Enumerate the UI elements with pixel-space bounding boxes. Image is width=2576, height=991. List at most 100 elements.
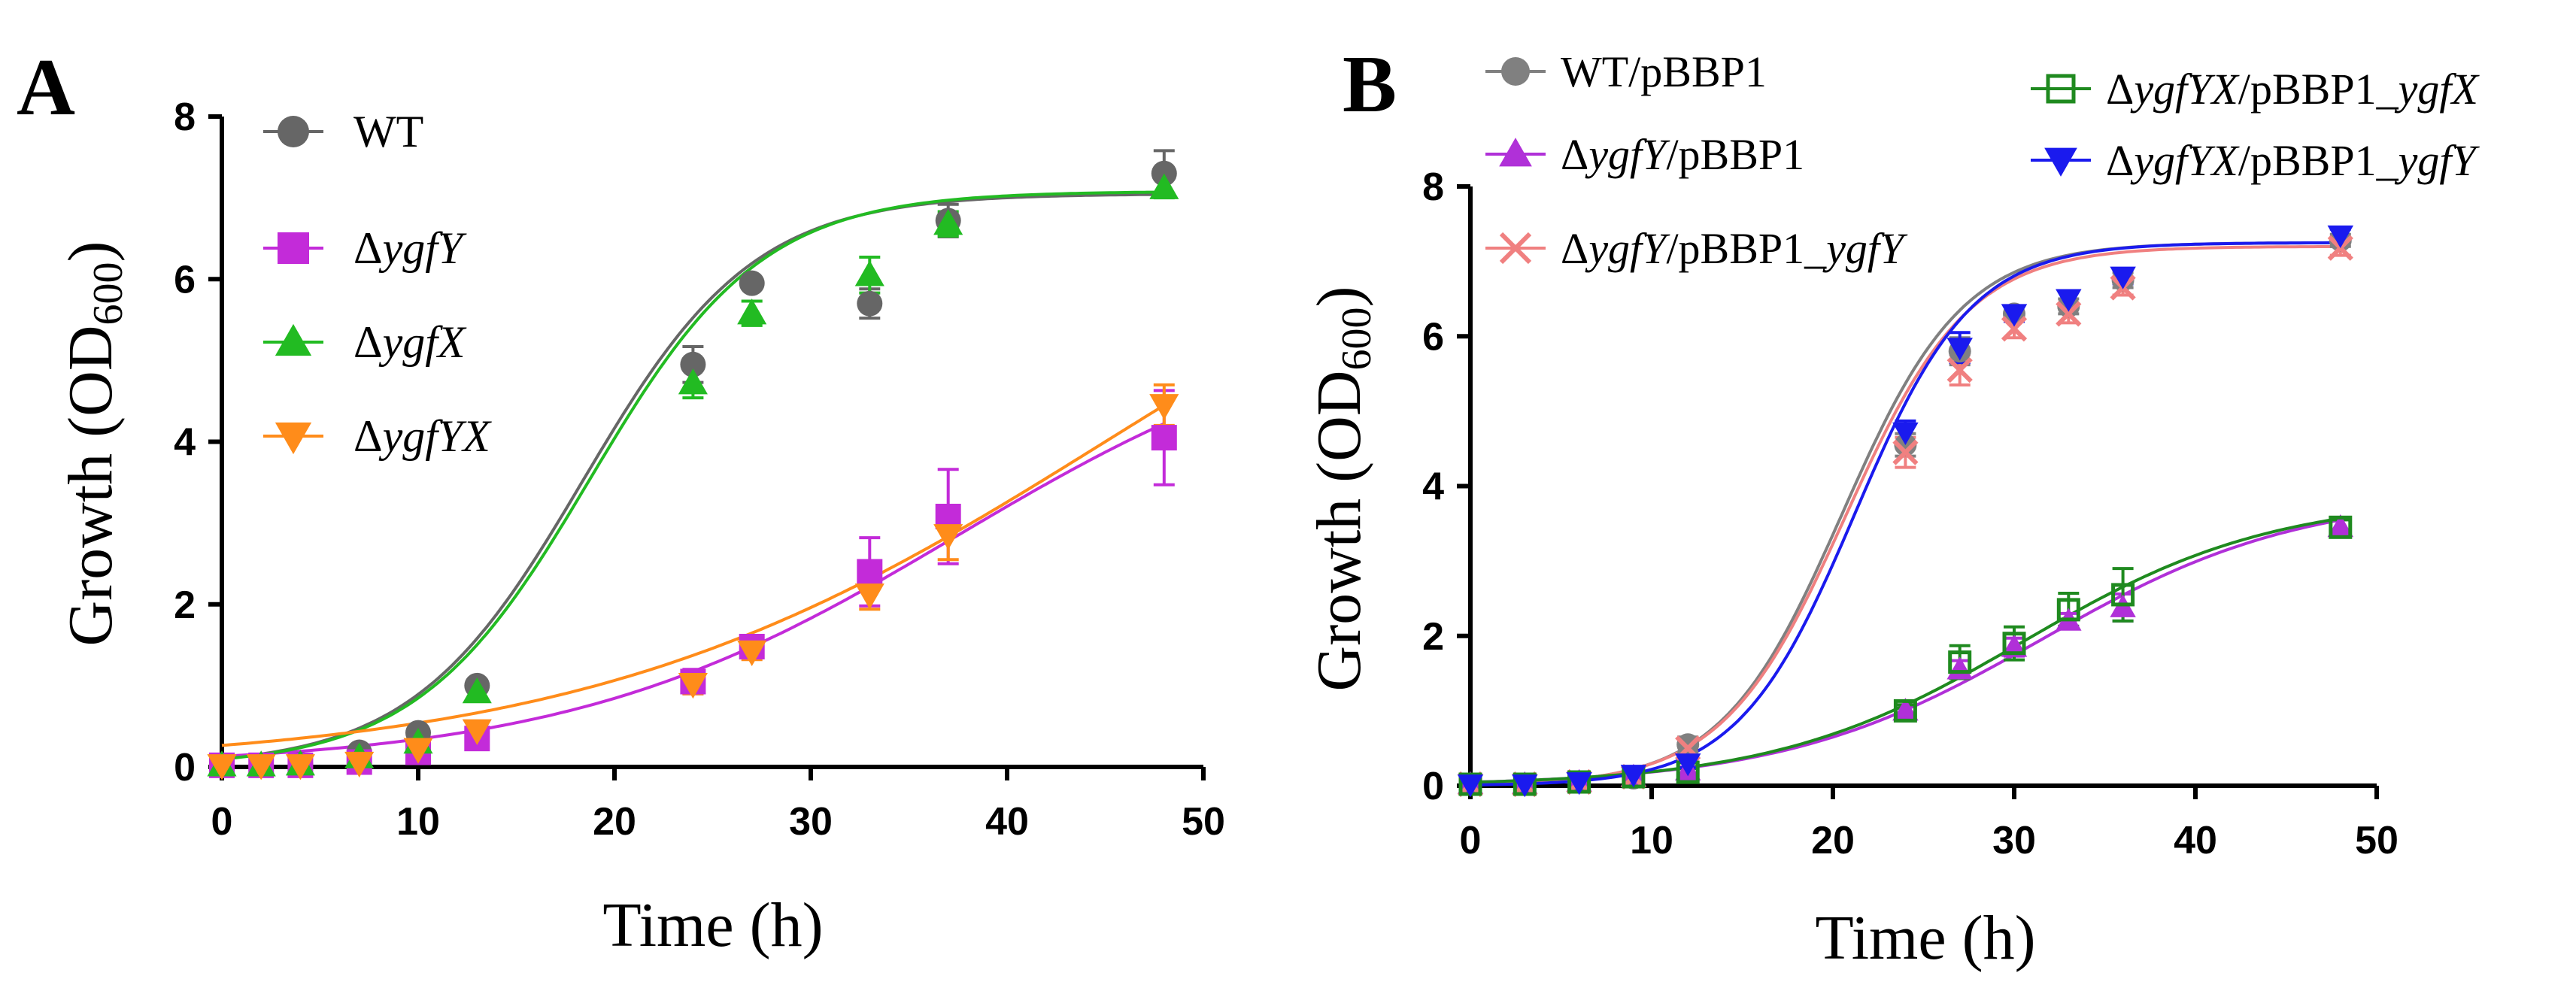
panel-b-series-2-point-8-stroke-2 bbox=[2056, 301, 2082, 327]
panel-a-y-tick-label-1: 2 bbox=[174, 583, 196, 627]
panel-a-series-1-point-8 bbox=[857, 559, 883, 585]
panel-b-fit-curve-1 bbox=[1470, 518, 2341, 784]
panel-b-series-4-point-5 bbox=[1892, 422, 1919, 446]
panel-b-x-tick-label-1: 10 bbox=[1630, 819, 1673, 862]
panel-b-legend-label-1: ΔygfY/pBBP1 bbox=[1561, 130, 1804, 179]
panel-b-legend-marker-3 bbox=[2046, 74, 2076, 104]
panel-a-x-ticks: 0 10 20 30 40 50 bbox=[211, 767, 1225, 844]
panel-a-legend-label-1-prefix: Δ bbox=[353, 223, 383, 273]
panel-b-legend-marker-4 bbox=[2044, 147, 2077, 177]
panel-b-x-tick-label-5: 50 bbox=[2355, 819, 2399, 862]
panel-b-series-4-point-3 bbox=[1620, 765, 1647, 788]
panel-a-legend-label-0-suffix: WT bbox=[353, 107, 423, 156]
panel-a-legend-entry-0: WT bbox=[263, 107, 423, 156]
panel-b-series-2-point-5-stroke-2 bbox=[1892, 439, 1919, 465]
panel-a-series-2-point-6 bbox=[678, 368, 708, 395]
panel-a-legend-label-1: ΔygfY bbox=[353, 223, 467, 273]
panel-b-series-4-point-4 bbox=[1674, 753, 1701, 777]
panel-a-y-tick-label-3: 6 bbox=[174, 258, 196, 302]
panel-b-y-axis-title-sub: 600 bbox=[1334, 308, 1380, 371]
panel-a-fit-curve-1 bbox=[221, 422, 1165, 758]
panel-a-x-tick-label-5: 50 bbox=[1182, 800, 1225, 844]
panel-b: B 0 2 4 6 8 0 10 20 30 40 50 Time (h) Growth (OD6… bbox=[1304, 40, 2480, 973]
panel-b-series-4-point-9 bbox=[2110, 266, 2136, 289]
panel-b-legend-label-0: WT/pBBP1 bbox=[1561, 47, 1767, 96]
panel-b-legend-marker-2-stroke-2 bbox=[1499, 232, 1532, 265]
panel-a-legend-label-2-italic: ygfX bbox=[378, 317, 467, 367]
panel-a-x-tick-label-3: 30 bbox=[789, 800, 833, 844]
panel-a-series-0-point-7 bbox=[739, 270, 765, 296]
panel-b-series-4-point-0 bbox=[1457, 774, 1484, 798]
panel-a-y-tick-label-2: 4 bbox=[174, 421, 196, 465]
panel-b-legend-entry-2: ΔygfY/pBBP1_ygfY bbox=[1485, 224, 1908, 273]
panel-b-label: B bbox=[1343, 40, 1397, 129]
panel-a-y-axis-title-sub: 600 bbox=[85, 262, 132, 326]
panel-b-y-tick-label-0: 0 bbox=[1422, 765, 1444, 808]
panel-b-y-ticks: 0 2 4 6 8 bbox=[1422, 165, 1470, 808]
panel-a-x-tick-label-0: 0 bbox=[211, 800, 233, 844]
panel-b-legend-marker-0 bbox=[1501, 57, 1530, 86]
panel-a-series-3-point-7 bbox=[737, 640, 767, 667]
panel-a-legend-label-0: WT bbox=[353, 107, 423, 156]
panel-b-legend-entry-1: ΔygfY/pBBP1 bbox=[1485, 130, 1804, 179]
panel-b-legend-label-4-italic: ygfYX bbox=[2130, 136, 2240, 185]
panel-a-fit-curve-3 bbox=[221, 404, 1165, 747]
panel-b-series-4-point-10 bbox=[2327, 225, 2354, 249]
panel-a-legend-label-2-prefix: Δ bbox=[353, 317, 383, 367]
panel-b-legend-label-2-italic2: ygfY bbox=[1822, 224, 1908, 273]
panel-a-series-2-point-9 bbox=[933, 209, 963, 235]
panel-b-series-1-point-10 bbox=[2327, 514, 2354, 538]
panel-b-series-3-point-10 bbox=[2329, 515, 2353, 539]
panel-a-legend-entry-2: ΔygfX bbox=[263, 317, 467, 367]
panel-a-series-3-point-8 bbox=[854, 583, 884, 610]
panel-a-series-3-point-0 bbox=[207, 754, 237, 780]
panel-b-series-2-point-6-stroke-2 bbox=[1946, 356, 1973, 383]
panel-b-series-2-point-6 bbox=[1946, 356, 1973, 383]
panel-b-legend-label-4-italic2: ygfY bbox=[2395, 136, 2480, 185]
panel-b-fit-curve-4 bbox=[1470, 241, 2341, 786]
panel-b-legend-label-1-suffix: /pBBP1 bbox=[1666, 130, 1804, 179]
panel-b-legend-label-4-prefix: Δ bbox=[2106, 136, 2134, 185]
panel-b-series-1-point-7 bbox=[2001, 634, 2028, 657]
panel-b-x-tick-label-4: 40 bbox=[2174, 819, 2217, 862]
panel-b-y-axis-title-main: Growth (OD bbox=[1304, 371, 1374, 692]
panel-b-legend-label-3-italic: ygfYX bbox=[2130, 65, 2240, 114]
panel-a-x-tick-label-1: 10 bbox=[396, 800, 440, 844]
panel-b-y-tick-label-4: 8 bbox=[1422, 165, 1444, 209]
panel-b-series-2-point-7 bbox=[2001, 316, 2028, 342]
panel-a-legend-marker-1 bbox=[278, 232, 309, 264]
panel-b-series-4-point-7 bbox=[2001, 304, 2028, 327]
panel-b-series-4-point-6 bbox=[1946, 338, 1973, 361]
panel-a-legend-entry-1: ΔygfY bbox=[263, 223, 467, 273]
panel-b-series-2-point-7-stroke-2 bbox=[2001, 316, 2028, 342]
panel-a-series-0-point-8 bbox=[857, 290, 883, 317]
panel-b-data-points bbox=[1457, 225, 2354, 798]
panel-b-y-tick-label-2: 4 bbox=[1422, 465, 1444, 509]
panel-a-fit-curve-0 bbox=[221, 192, 1164, 761]
panel-a-y-axis-title-main: Growth (OD bbox=[56, 326, 126, 647]
panel-a-series-2-point-10 bbox=[1149, 173, 1179, 199]
panel-a-legend-marker-3 bbox=[275, 422, 312, 455]
panel-b-fit-curve-2 bbox=[1470, 244, 2341, 786]
panel-a-x-tick-label-2: 20 bbox=[593, 800, 636, 844]
panel-b-legend: WT/pBBP1ΔygfY/pBBP1ΔygfY/pBBP1_ygfYΔygfY… bbox=[1485, 47, 2480, 273]
panel-b-legend-label-2: ΔygfY/pBBP1_ygfY bbox=[1561, 224, 1908, 273]
panel-a-y-axis-title-close: ) bbox=[56, 241, 126, 262]
panel-b-series-1-point-5 bbox=[1892, 698, 1919, 721]
panel-b-series-4-point-2 bbox=[1566, 772, 1592, 796]
panel-b-legend-marker-1 bbox=[1499, 138, 1532, 167]
panel-a-series-2-point-7 bbox=[737, 299, 767, 325]
panel-b-y-tick-label-3: 6 bbox=[1422, 315, 1444, 359]
panel-a-legend-marker-2 bbox=[275, 323, 312, 356]
panel-b-series-3-point-5 bbox=[1893, 699, 1917, 723]
panel-b-legend-label-2-suffix: /pBBP1_ bbox=[1666, 224, 1827, 273]
panel-b-series-3-point-8 bbox=[2056, 598, 2080, 622]
panel-b-y-tick-label-1: 2 bbox=[1422, 615, 1444, 659]
panel-b-legend-entry-0: WT/pBBP1 bbox=[1485, 47, 1767, 96]
panel-a-legend-marker-0 bbox=[278, 116, 309, 147]
panel-b-legend-label-1-italic: ygfY bbox=[1585, 130, 1670, 179]
panel-a-series-3-point-4 bbox=[403, 738, 433, 764]
panel-b-y-axis-title: Growth (OD600) bbox=[1304, 286, 1380, 692]
